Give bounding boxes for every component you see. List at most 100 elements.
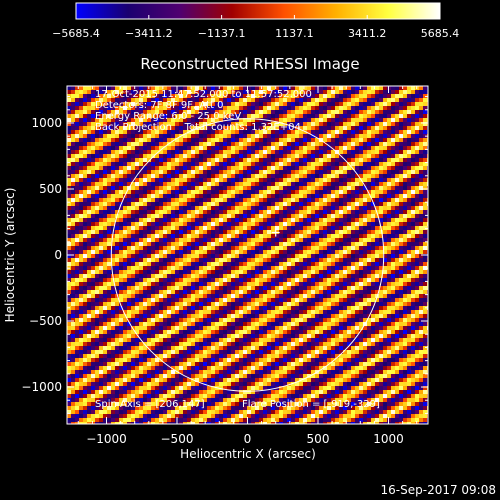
image-pixel [139,162,144,167]
image-pixel [327,238,332,243]
image-pixel [215,258,220,263]
image-pixel [279,186,284,191]
image-pixel [71,98,76,103]
image-pixel [187,274,192,279]
image-pixel [291,158,296,163]
image-pixel [327,90,332,95]
image-pixel [367,202,372,207]
image-pixel [75,186,80,191]
image-pixel [119,218,124,223]
image-pixel [355,274,360,279]
image-pixel [271,178,276,183]
image-pixel [383,258,388,263]
image-pixel [143,118,148,123]
image-pixel [295,278,300,283]
image-pixel [339,214,344,219]
image-pixel [367,174,372,179]
image-pixel [335,170,340,175]
image-pixel [219,198,224,203]
image-pixel [239,302,244,307]
image-pixel [291,106,296,111]
image-pixel [391,114,396,119]
image-pixel [399,282,404,287]
image-pixel [307,218,312,223]
image-pixel [175,242,180,247]
image-pixel [379,158,384,163]
image-pixel [167,182,172,187]
image-pixel [315,202,320,207]
image-pixel [295,178,300,183]
image-pixel [107,138,112,143]
image-pixel [171,210,176,215]
image-pixel [255,286,260,291]
image-pixel [127,270,132,275]
image-pixel [71,298,76,303]
image-pixel [331,146,336,151]
image-pixel [87,226,92,231]
image-pixel [83,86,88,91]
image-pixel [251,142,256,147]
image-pixel [179,126,184,131]
image-pixel [115,202,120,207]
image-pixel [187,190,192,195]
image-pixel [227,234,232,239]
image-pixel [347,134,352,139]
image-pixel [151,118,156,123]
image-pixel [363,134,368,139]
image-pixel [355,266,360,271]
image-pixel [159,178,164,183]
image-pixel [247,174,252,179]
image-pixel [103,206,108,211]
image-pixel [307,142,312,147]
image-pixel [103,210,108,215]
image-pixel [243,150,248,155]
image-pixel [323,246,328,251]
image-pixel [227,242,232,247]
image-pixel [283,286,288,291]
image-pixel [211,202,216,207]
image-pixel [307,194,312,199]
image-pixel [187,166,192,171]
image-pixel [119,126,124,131]
image-pixel [195,114,200,119]
image-pixel [363,174,368,179]
image-pixel [123,118,128,123]
image-pixel [159,222,164,227]
image-pixel [171,134,176,139]
image-pixel [259,138,264,143]
image-pixel [115,110,120,115]
image-pixel [315,174,320,179]
image-pixel [271,250,276,255]
image-pixel [175,110,180,115]
image-pixel [319,118,324,123]
image-pixel [143,210,148,215]
image-pixel [151,266,156,271]
image-pixel [211,178,216,183]
image-pixel [199,142,204,147]
image-pixel [115,242,120,247]
image-pixel [239,198,244,203]
image-pixel [199,102,204,107]
image-pixel [203,98,208,103]
image-pixel [67,102,72,107]
image-pixel [383,114,388,119]
image-pixel [219,222,224,227]
image-pixel [303,194,308,199]
image-pixel [315,122,320,127]
image-pixel [251,286,256,291]
image-pixel [407,186,412,191]
image-pixel [219,286,224,291]
image-pixel [403,266,408,271]
image-pixel [207,230,212,235]
image-pixel [271,258,276,263]
image-pixel [275,266,280,271]
image-pixel [323,130,328,135]
image-pixel [375,182,380,187]
image-pixel [411,294,416,299]
image-pixel [99,258,104,263]
image-pixel [347,258,352,263]
image-pixel [111,206,116,211]
image-pixel [95,266,100,271]
image-pixel [415,206,420,211]
image-pixel [107,178,112,183]
